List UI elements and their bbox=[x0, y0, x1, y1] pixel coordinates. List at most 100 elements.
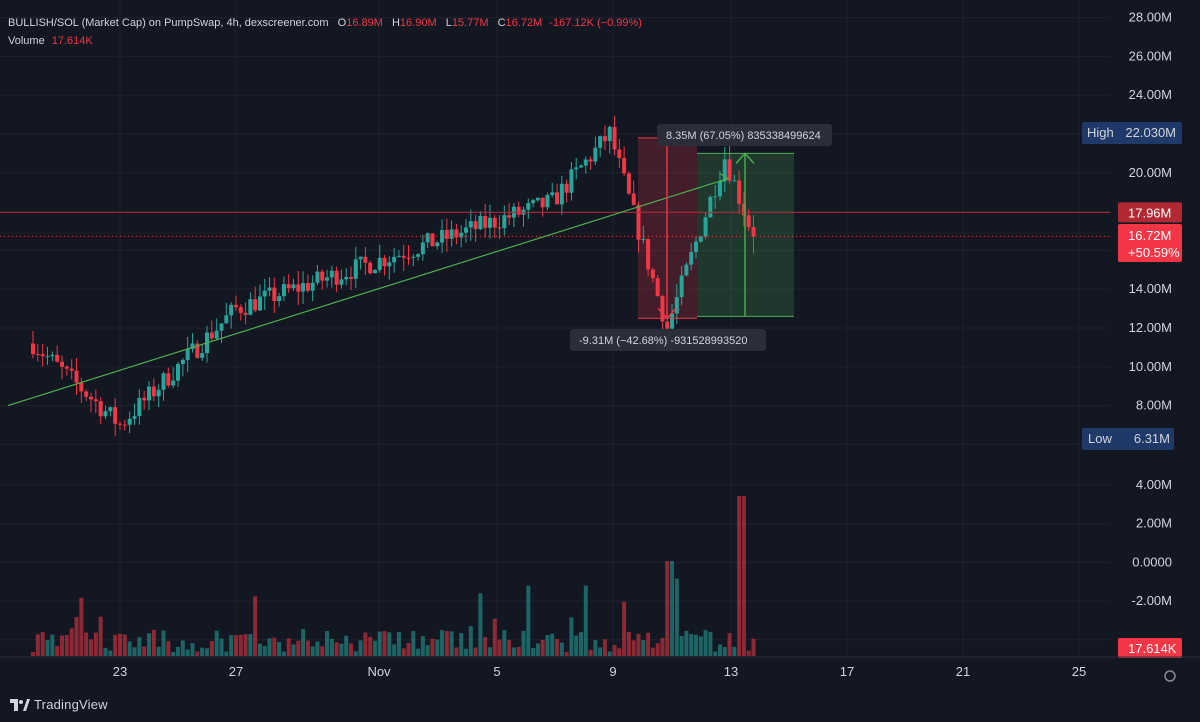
close-label: C bbox=[497, 17, 506, 29]
candle-body bbox=[180, 359, 185, 364]
volume-bar bbox=[344, 635, 349, 656]
candle-body bbox=[502, 215, 507, 229]
y-tick-label: 10.00M bbox=[1129, 359, 1172, 374]
volume-bar bbox=[526, 585, 531, 656]
settings-icon bbox=[1164, 670, 1176, 682]
volume-bar bbox=[694, 634, 698, 656]
symbol-title[interactable]: BULLISH/SOL (Market Cap) on PumpSwap, 4h… bbox=[8, 17, 329, 29]
candle-body bbox=[171, 380, 176, 386]
volume-bar bbox=[449, 631, 454, 656]
candle-body bbox=[151, 386, 156, 397]
volume-bar bbox=[382, 631, 387, 656]
volume-bar bbox=[195, 651, 200, 656]
volume-bar bbox=[358, 640, 363, 656]
volume-axis-label: 0.0000 bbox=[1132, 554, 1172, 569]
volume-bar bbox=[363, 632, 368, 656]
candle-body bbox=[694, 241, 698, 253]
volume-bar bbox=[147, 633, 151, 656]
volume-bar bbox=[281, 651, 286, 656]
close-value: 16.72M bbox=[505, 17, 543, 29]
x-tick-label: 25 bbox=[1072, 664, 1086, 679]
volume-bar bbox=[234, 635, 238, 656]
candle-body bbox=[574, 167, 579, 170]
x-tick-label: 9 bbox=[609, 664, 616, 679]
candle-body bbox=[559, 183, 564, 205]
candle-body bbox=[382, 257, 387, 267]
candle-body bbox=[296, 284, 301, 292]
candle-body bbox=[122, 424, 127, 426]
volume-bar bbox=[329, 638, 334, 656]
candle-body bbox=[253, 299, 258, 311]
volume-bar bbox=[55, 646, 60, 656]
volume-bar bbox=[151, 629, 156, 656]
volume-bar bbox=[387, 632, 392, 656]
volume-bar bbox=[435, 639, 440, 656]
current-price-value: 16.72M bbox=[1128, 228, 1171, 243]
volume-label: Volume bbox=[8, 35, 45, 47]
candle-body bbox=[176, 363, 180, 381]
candle-body bbox=[531, 200, 536, 204]
x-tick-label: 13 bbox=[724, 664, 738, 679]
volume-bar bbox=[137, 637, 142, 656]
volume-bar bbox=[574, 635, 579, 656]
volume-bar bbox=[45, 640, 50, 656]
candle-body bbox=[277, 296, 282, 302]
candle-body bbox=[195, 343, 200, 358]
candle-body bbox=[209, 332, 214, 339]
volume-bar bbox=[113, 634, 118, 656]
volume-bar bbox=[531, 647, 536, 656]
tradingview-logo[interactable]: TradingView bbox=[10, 697, 108, 712]
candle-body bbox=[746, 215, 751, 228]
candle-body bbox=[598, 136, 603, 148]
candle-body bbox=[98, 401, 103, 417]
candle-body bbox=[74, 370, 79, 383]
line-price-tag bbox=[1118, 202, 1182, 223]
candle-body bbox=[40, 354, 45, 357]
volume-bar bbox=[689, 633, 694, 656]
high-tag-value: 22.030M bbox=[1125, 125, 1176, 140]
candle-body bbox=[147, 386, 151, 401]
volume-bar bbox=[200, 647, 205, 656]
volume-bar bbox=[440, 630, 445, 656]
y-tick-label: 28.00M bbox=[1129, 10, 1172, 25]
candle-body bbox=[626, 173, 631, 194]
volume-bar bbox=[741, 496, 746, 656]
candle-body bbox=[137, 397, 142, 417]
candle-body bbox=[329, 270, 334, 278]
volume-bar bbox=[454, 647, 459, 656]
candle-body bbox=[579, 165, 583, 168]
candle-body bbox=[526, 203, 531, 210]
candle-body bbox=[267, 287, 272, 291]
candle-body bbox=[349, 277, 353, 279]
candle-body bbox=[454, 229, 459, 238]
volume-bar bbox=[64, 634, 69, 656]
volume-axis-label: -2.00M bbox=[1132, 593, 1172, 608]
volume-bar bbox=[598, 647, 603, 656]
volume-bar bbox=[737, 496, 742, 656]
volume-bar bbox=[69, 628, 74, 656]
candle-body bbox=[588, 159, 593, 162]
volume-bar bbox=[420, 636, 425, 656]
candle-body bbox=[301, 283, 306, 292]
volume-bar bbox=[483, 637, 488, 656]
candle-body bbox=[185, 348, 190, 360]
candle-body bbox=[229, 304, 234, 316]
candle-body bbox=[45, 356, 50, 358]
volume-bar bbox=[315, 641, 320, 656]
candle-body bbox=[564, 183, 569, 193]
low-tag-value: 6.31M bbox=[1134, 431, 1170, 446]
volume-bar bbox=[166, 641, 171, 656]
volume-bar bbox=[132, 647, 137, 656]
volume-bar bbox=[751, 638, 756, 656]
volume-bar bbox=[301, 629, 306, 656]
volume-bar bbox=[507, 639, 512, 656]
candle-body bbox=[674, 297, 679, 314]
candle-body bbox=[396, 255, 401, 257]
candle-body bbox=[440, 230, 445, 243]
volume-bar bbox=[492, 618, 497, 656]
measure-down-arrow bbox=[657, 307, 677, 320]
candle-body bbox=[416, 254, 421, 257]
candle-body bbox=[89, 396, 93, 400]
volume-bar bbox=[511, 647, 516, 656]
